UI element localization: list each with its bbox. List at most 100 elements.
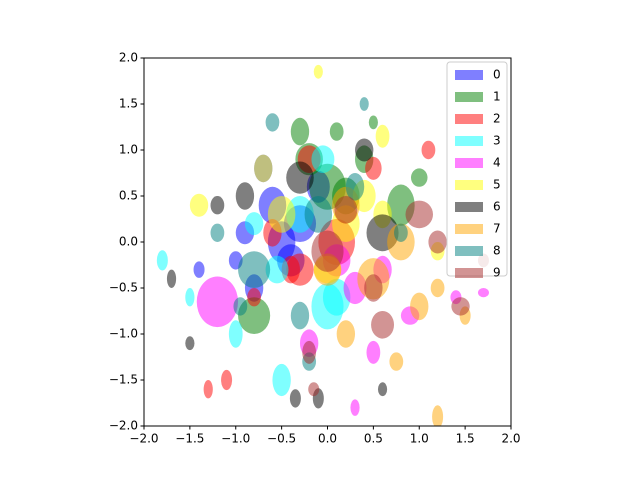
ellipse [336,320,356,348]
legend-swatch [455,158,483,168]
ellipse [272,363,291,397]
x-tick-label: 0.5 [364,432,383,446]
ellipse [247,288,261,307]
ellipse [302,340,317,364]
ellipse [185,336,195,351]
ellipse [189,193,209,217]
y-tick-label: 0.0 [119,235,138,249]
legend-swatch [455,180,483,190]
ellipse [355,138,374,162]
ellipse [290,117,310,146]
legend-label: 1 [493,90,501,104]
ellipse [451,297,470,316]
ellipse [345,173,365,201]
ellipse [377,382,388,397]
x-tick-label: 2.0 [501,432,520,446]
legend-label: 2 [493,112,501,126]
ellipse [244,212,264,236]
ellipse [289,389,301,408]
legend-swatch [455,114,483,124]
x-tick-label: −1.0 [221,432,250,446]
legend-label: 3 [493,134,501,148]
y-tick-label: −1.0 [109,327,138,341]
ellipse [313,64,323,79]
x-tick-label: −2.0 [129,432,158,446]
ellipse [410,168,428,187]
ellipse [430,278,445,298]
ellipse [210,223,225,242]
ellipse [286,161,314,194]
ellipse [366,340,381,364]
legend-swatch [455,246,483,256]
legend-label: 6 [493,200,501,214]
legend-label: 9 [493,266,501,280]
legend-swatch [455,92,483,102]
y-tick-label: −2.0 [109,419,138,433]
y-tick-label: 1.0 [119,143,138,157]
legend-label: 5 [493,178,501,192]
legend-swatch [455,136,483,146]
ellipse [432,405,444,426]
ellipse [365,156,382,180]
plot-area [156,64,489,426]
legend-swatch [455,224,483,234]
ellipse [210,196,225,215]
ellipse [329,122,344,141]
ellipse [267,196,296,233]
ellipse [311,230,344,272]
x-tick-label: 1.5 [456,432,475,446]
ellipse [364,274,383,302]
ellipse [477,288,489,298]
ellipse [428,230,447,254]
ellipse [371,311,395,339]
ellipse [254,154,273,183]
legend-swatch [455,268,483,278]
ellipse [193,261,205,278]
ellipse [235,182,255,210]
ellipse [265,255,289,284]
ellipse [421,140,436,160]
ellipse [410,292,429,321]
x-tick-label: 0.0 [318,432,337,446]
axes: −2.0 −1.5 −1.0 −0.5 0.0 0.5 1.0 1.5 2.0 −2.0 −1.5 −… [109,51,521,446]
legend-label: 8 [493,244,501,258]
ellipse [375,124,390,148]
ellipse [221,369,233,391]
ellipse [196,276,239,328]
y-tick-label: 1.5 [119,97,138,111]
ellipse [405,200,434,229]
ellipse [389,352,404,371]
ellipse [166,269,177,288]
y-tick-label: 0.5 [119,189,138,203]
ellipse [156,250,168,271]
ellipse [233,297,248,316]
ellipse [359,97,369,111]
legend-label: 4 [493,156,501,170]
ellipse [311,145,335,173]
ellipse [290,301,310,330]
ellipse [350,399,360,416]
ellipse [228,320,243,348]
legend: 0 1 2 3 4 5 6 7 8 9 [446,61,508,280]
y-tick-label: −0.5 [109,281,138,295]
ellipse [334,196,358,224]
ellipse [238,251,271,288]
x-tick-label: −0.5 [267,432,296,446]
ellipse [185,288,195,307]
legend-swatch [455,70,483,80]
x-tick-label: 1.0 [410,432,429,446]
legend-label: 0 [493,68,501,82]
ellipse [308,382,320,397]
y-tick-label: 2.0 [119,51,138,65]
x-tick-label: −1.5 [175,432,204,446]
ellipse [203,380,213,399]
ellipse [322,278,351,316]
y-tick-label: −1.5 [109,373,138,387]
legend-swatch [455,202,483,212]
ellipse [304,196,333,233]
ellipse [368,115,378,130]
legend-label: 7 [493,222,501,236]
ellipse [394,223,408,242]
ellipse [265,113,280,132]
